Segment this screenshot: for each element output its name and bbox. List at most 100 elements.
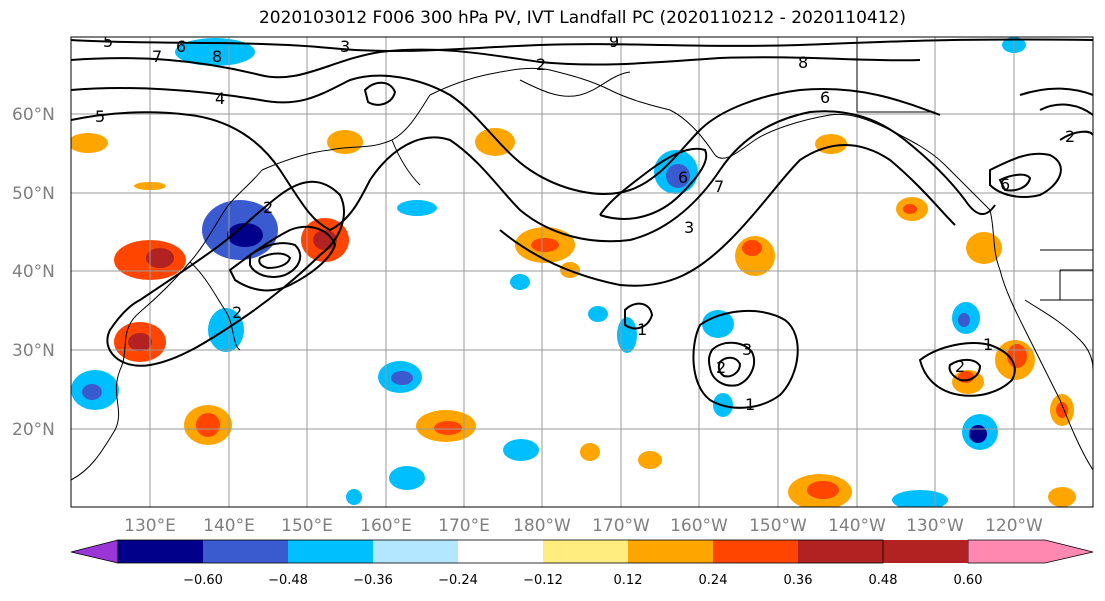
pv-blob — [892, 490, 948, 507]
pv-blob — [702, 310, 734, 338]
contour-labels: 5 7 6 8 3 4 5 2 8 6 7 2 3 6 1 3 2 1 2 1 … — [95, 32, 1075, 414]
svg-text:9: 9 — [609, 32, 619, 51]
pv-blob — [580, 443, 600, 461]
svg-text:2: 2 — [263, 198, 273, 217]
lat-label: 50°N — [12, 184, 55, 204]
lat-label: 60°N — [12, 105, 55, 125]
pv-blob — [391, 371, 413, 385]
colorbar-tick-label: −0.48 — [268, 573, 308, 588]
svg-text:6: 6 — [1000, 175, 1010, 194]
colorbar-tick-label: 0.24 — [699, 573, 728, 588]
pv-blob — [346, 489, 362, 505]
svg-text:2: 2 — [955, 357, 965, 376]
colorbar-segment — [713, 540, 798, 563]
pv-blob — [389, 466, 425, 490]
lon-label: 130°E — [124, 516, 176, 536]
pv-blob — [666, 164, 690, 188]
svg-text:2: 2 — [716, 358, 726, 377]
pv-blob — [510, 274, 530, 290]
colorbar-segment — [203, 540, 288, 563]
svg-text:6: 6 — [678, 168, 688, 187]
lon-label: 150°W — [749, 516, 807, 536]
pv-blob — [327, 130, 363, 154]
pv-blob — [1056, 402, 1068, 418]
lon-label: 140°E — [203, 516, 255, 536]
colorbar-tick-label: 0.36 — [784, 573, 813, 588]
pv-blob — [815, 134, 847, 154]
colorbar-segment — [118, 540, 203, 563]
pv-blob — [807, 481, 839, 499]
pv-blob — [196, 413, 220, 437]
colorbar-tick-label: 0.12 — [614, 573, 643, 588]
latitude-labels: 60°N 50°N 40°N 30°N 20°N — [12, 105, 55, 440]
map-frame — [70, 36, 1094, 508]
pv-contours — [71, 38, 1093, 367]
coastlines — [71, 37, 1093, 481]
colorbar-segment — [628, 540, 713, 563]
lat-label: 20°N — [12, 420, 55, 440]
colorbar-segment — [373, 540, 458, 563]
pv-blob — [958, 313, 970, 327]
map-title: 2020103012 F006 300 hPa PV, IVT Landfall… — [258, 8, 906, 28]
svg-text:2: 2 — [536, 55, 546, 74]
pv-blob — [146, 248, 174, 268]
pv-blob — [531, 238, 559, 252]
lon-label: 130°W — [906, 516, 964, 536]
colorbar: −0.60 −0.48 −0.36 −0.24 −0.12 0.12 0.24 … — [70, 539, 1094, 588]
colorbar-tick-label: −0.36 — [353, 573, 393, 588]
lon-label: 160°E — [360, 516, 412, 536]
svg-text:5: 5 — [95, 107, 105, 126]
pv-blob — [969, 425, 987, 443]
pv-blob — [588, 306, 608, 322]
colorbar-tick-label: −0.12 — [523, 573, 563, 588]
colorbar-extend-max — [967, 539, 1094, 564]
svg-text:7: 7 — [714, 177, 724, 196]
pv-blob — [742, 240, 762, 256]
lon-label: 180°W — [513, 516, 571, 536]
graticule — [71, 37, 1093, 507]
colorbar-tick-label: −0.24 — [438, 573, 478, 588]
lat-label: 30°N — [12, 341, 55, 361]
svg-text:1: 1 — [983, 335, 993, 354]
pv-blob — [434, 421, 462, 435]
pv-blob — [638, 451, 662, 469]
lon-label: 170°W — [592, 516, 650, 536]
colorbar-extend-min — [70, 539, 119, 564]
svg-text:3: 3 — [742, 340, 752, 359]
svg-text:3: 3 — [684, 218, 694, 237]
lon-label: 170°E — [438, 516, 490, 536]
pv-blob — [966, 232, 1002, 264]
pv-blob — [71, 133, 108, 153]
pv-blob — [128, 333, 152, 351]
colorbar-segment — [288, 540, 373, 563]
pv-blob — [503, 439, 539, 461]
colorbar-tick-label: −0.60 — [183, 573, 223, 588]
svg-text:5: 5 — [103, 32, 113, 51]
pv-blob — [1048, 487, 1076, 507]
longitude-labels: 130°E 140°E 150°E 160°E 170°E 180°W 170°… — [124, 516, 1043, 536]
colorbar-tick-label: 0.60 — [954, 573, 983, 588]
svg-text:6: 6 — [176, 37, 186, 56]
svg-text:8: 8 — [212, 47, 222, 66]
lon-label: 150°E — [281, 516, 333, 536]
lon-label: 160°W — [670, 516, 728, 536]
pv-blob — [227, 223, 263, 247]
colorbar-segment — [543, 540, 628, 563]
colorbar-segment — [458, 540, 543, 563]
svg-text:8: 8 — [798, 53, 808, 72]
pv-blob — [617, 317, 637, 353]
ivt-contours — [624, 302, 1016, 409]
pv-blob — [903, 204, 917, 214]
svg-text:3: 3 — [340, 37, 350, 56]
pv-blob — [175, 38, 255, 66]
colorbar-segment — [798, 540, 883, 563]
svg-text:2: 2 — [1065, 127, 1075, 146]
svg-text:6: 6 — [820, 88, 830, 107]
lon-label: 120°W — [985, 516, 1043, 536]
colorbar-outline — [117, 539, 884, 564]
pv-blob — [397, 200, 437, 216]
colorbar-tick-label: 0.48 — [869, 573, 898, 588]
lon-label: 140°W — [828, 516, 886, 536]
svg-text:7: 7 — [152, 47, 162, 66]
